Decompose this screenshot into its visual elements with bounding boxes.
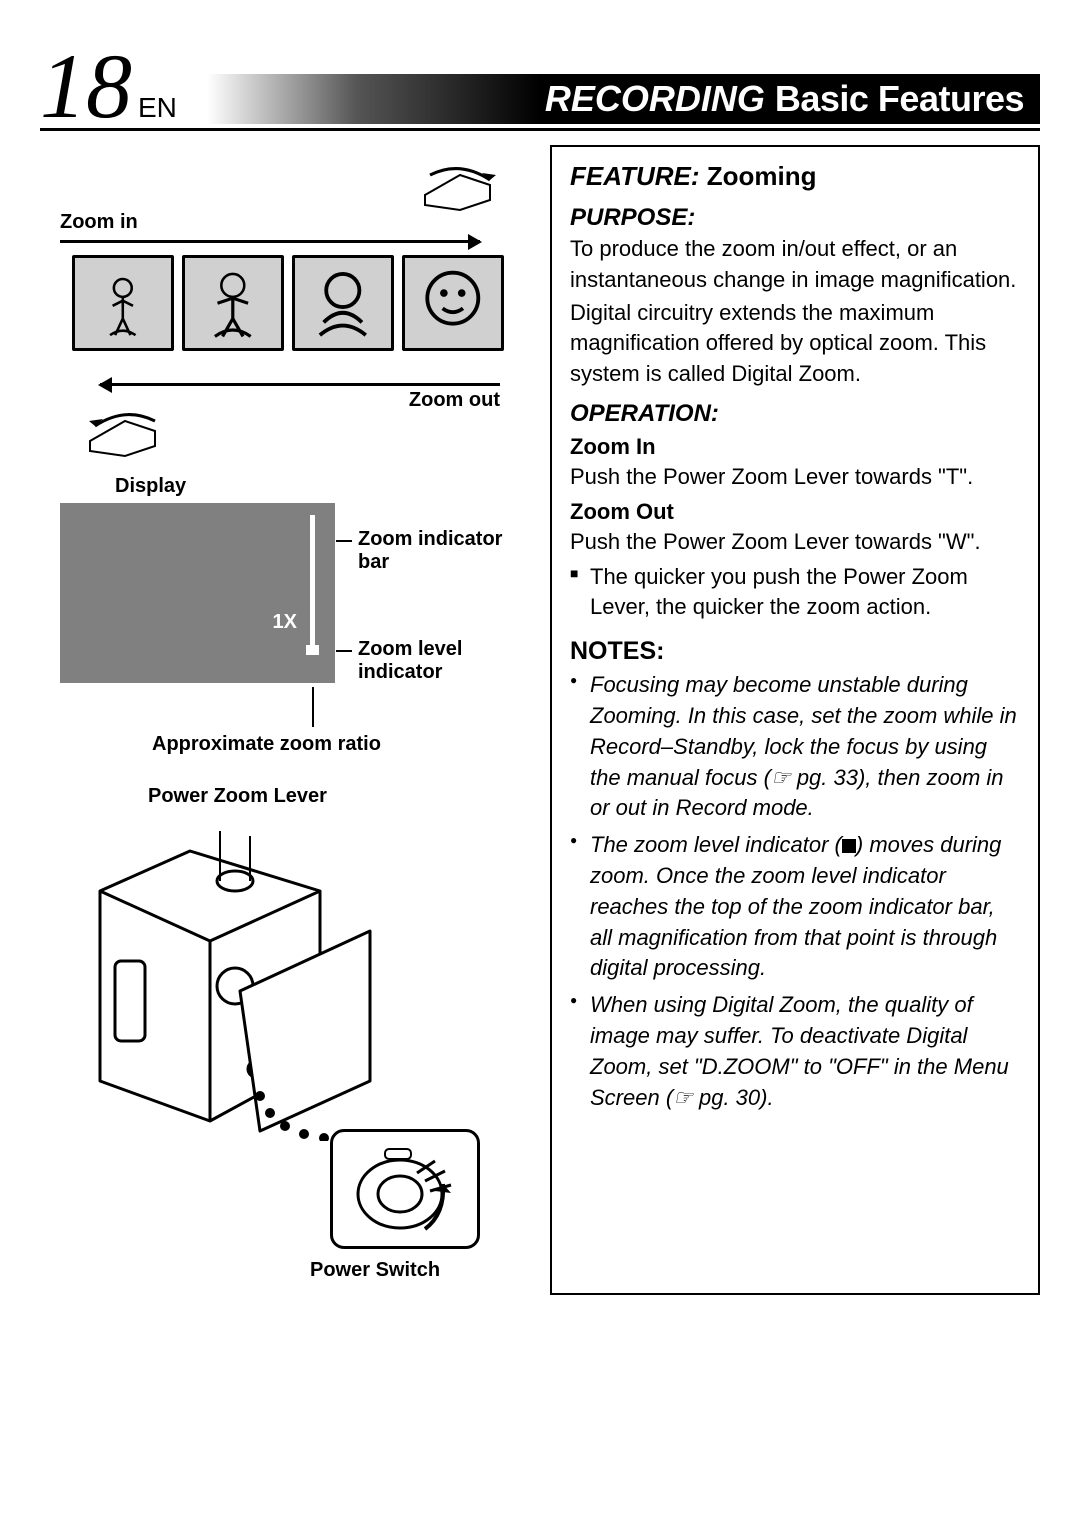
note-3: When using Digital Zoom, the quality of … xyxy=(570,990,1020,1113)
right-column: FEATURE: Zooming PURPOSE: To produce the… xyxy=(550,145,1040,1295)
arrow-zoom-out xyxy=(100,383,500,386)
zoom-out-text: Push the Power Zoom Lever towards "W". xyxy=(570,527,1020,558)
thumb-2 xyxy=(182,255,284,351)
arrow-zoom-in xyxy=(60,240,480,243)
thumb-3 xyxy=(292,255,394,351)
feature-prefix: FEATURE: xyxy=(570,161,700,191)
left-column: Zoom in Z xyxy=(40,145,520,1295)
operation-heading: OPERATION: xyxy=(570,400,1020,428)
feature-name: Zooming xyxy=(707,161,817,191)
camera-icon-bottom xyxy=(80,401,170,461)
title-recording: RECORDING xyxy=(545,78,765,120)
purpose-text-1: To produce the zoom in/out effect, or an… xyxy=(570,234,1020,296)
notes-heading: NOTES: xyxy=(570,637,1020,666)
feature-line: FEATURE: Zooming xyxy=(570,161,1020,192)
display-screen: 1X xyxy=(60,503,335,683)
zoom-in-text: Push the Power Zoom Lever towards "T". xyxy=(570,462,1020,493)
zoom-thumbnails xyxy=(72,255,504,351)
power-switch-label: Power Switch xyxy=(310,1259,440,1282)
display-label: Display xyxy=(115,475,186,498)
notes-list: Focusing may become unstable during Zoom… xyxy=(570,670,1020,1113)
thumb-1 xyxy=(72,255,174,351)
zoom-level-indicator-label: Zoom level indicator xyxy=(358,638,520,684)
leader-line-2 xyxy=(336,650,352,652)
power-switch-icon xyxy=(345,1139,465,1239)
display-diagram: Display 1X Zoom indicator bar Zoom level… xyxy=(40,475,520,755)
note-2: The zoom level indicator () moves during… xyxy=(570,830,1020,984)
leader-line-1 xyxy=(336,540,352,542)
zoom-out-heading: Zoom Out xyxy=(570,499,1020,525)
thumb-4 xyxy=(402,255,504,351)
title-basic-features: Basic Features xyxy=(775,78,1024,120)
power-switch-inset xyxy=(330,1129,480,1249)
power-zoom-lever-label: Power Zoom Lever xyxy=(148,785,327,808)
camera-icon-top xyxy=(420,155,500,215)
zoom-speed-bullet: The quicker you push the Power Zoom Leve… xyxy=(570,562,1020,624)
header-rule xyxy=(40,128,1040,131)
page-number-block: 18 EN xyxy=(40,50,177,124)
purpose-heading: PURPOSE: xyxy=(570,204,1020,232)
title-bar: RECORDING Basic Features xyxy=(207,74,1040,124)
approximate-zoom-ratio-label: Approximate zoom ratio xyxy=(152,733,381,756)
zoom-in-heading: Zoom In xyxy=(570,434,1020,460)
zoom-bar-graphic xyxy=(310,515,315,655)
note-2a: The zoom level indicator ( xyxy=(590,832,842,857)
zoom-out-label: Zoom out xyxy=(409,389,500,412)
purpose-text-2: Digital circuitry extends the maximum ma… xyxy=(570,298,1020,390)
page-number: 18 xyxy=(40,50,132,124)
camcorder-illustration xyxy=(60,821,380,1141)
page-lang: EN xyxy=(138,92,177,124)
zoom-marker-graphic xyxy=(306,645,319,655)
camera-diagram: Power Zoom Lever xyxy=(40,785,520,1295)
zoom-in-label: Zoom in xyxy=(60,211,138,234)
page-header: 18 EN RECORDING Basic Features xyxy=(40,50,1040,124)
zoom-indicator-bar-label: Zoom indicator bar xyxy=(358,528,520,574)
leader-line-3 xyxy=(312,687,314,727)
note-1: Focusing may become unstable during Zoom… xyxy=(570,670,1020,824)
zoom-diagram: Zoom in Z xyxy=(40,155,520,445)
square-icon xyxy=(842,839,856,853)
zoom-1x-text: 1X xyxy=(273,611,297,634)
